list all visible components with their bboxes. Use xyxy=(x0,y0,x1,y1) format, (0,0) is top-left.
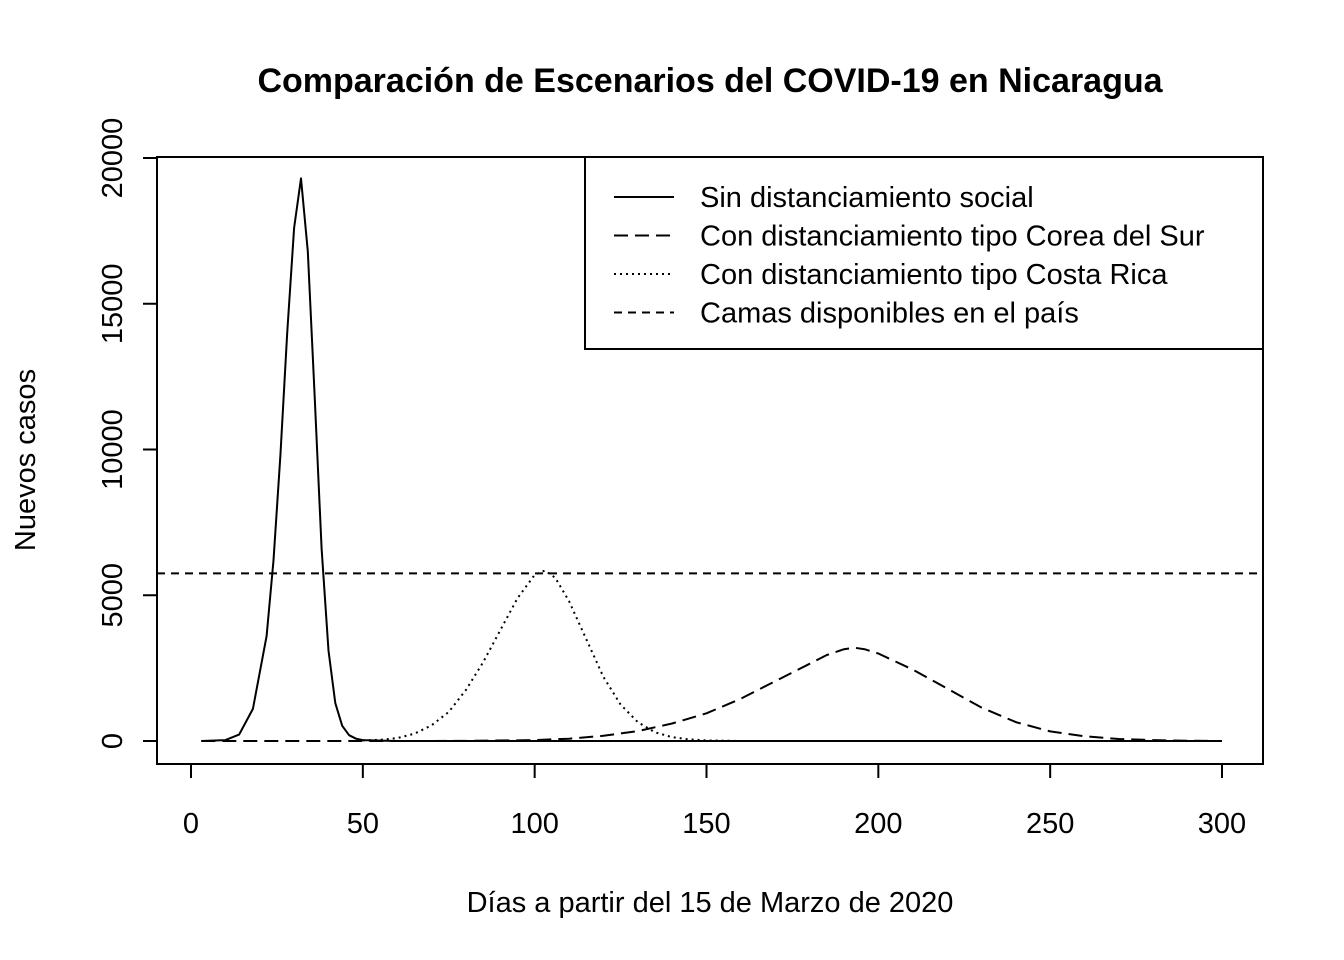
series-layer xyxy=(157,177,1263,742)
legend-label: Sin distanciamiento social xyxy=(700,182,1034,214)
x-axis: 0 50 100 150 200 250 300 xyxy=(183,763,1246,840)
x-axis-label: Días a partir del 15 de Marzo de 2020 xyxy=(467,887,954,919)
legend-label: Con distanciamiento tipo Costa Rica xyxy=(700,259,1168,291)
y-tick-label: 15000 xyxy=(97,263,129,344)
y-axis-label: Nuevos casos xyxy=(10,369,42,551)
legend-label: Con distanciamiento tipo Corea del Sur xyxy=(700,221,1205,253)
x-tick-label: 250 xyxy=(1026,808,1074,840)
chart-title: Comparación de Escenarios del COVID-19 e… xyxy=(257,62,1163,100)
x-tick-label: 50 xyxy=(347,808,379,840)
x-tick-label: 100 xyxy=(510,808,558,840)
x-tick-label: 300 xyxy=(1198,808,1246,840)
series-line xyxy=(201,646,1223,742)
x-tick-label: 150 xyxy=(682,808,730,840)
y-axis: 0 5000 10000 15000 20000 xyxy=(97,118,158,749)
y-tick-label: 20000 xyxy=(97,118,129,199)
y-tick-label: 5000 xyxy=(97,563,129,628)
legend-label: Camas disponibles en el país xyxy=(700,298,1079,330)
series-line xyxy=(362,569,741,742)
y-tick-label: 10000 xyxy=(97,409,129,490)
legend: Sin distanciamiento social Con distanciam… xyxy=(584,156,1264,350)
legend-box xyxy=(584,156,1264,350)
x-tick-label: 0 xyxy=(183,808,199,840)
y-tick-label: 0 xyxy=(97,733,129,749)
x-tick-label: 200 xyxy=(854,808,902,840)
